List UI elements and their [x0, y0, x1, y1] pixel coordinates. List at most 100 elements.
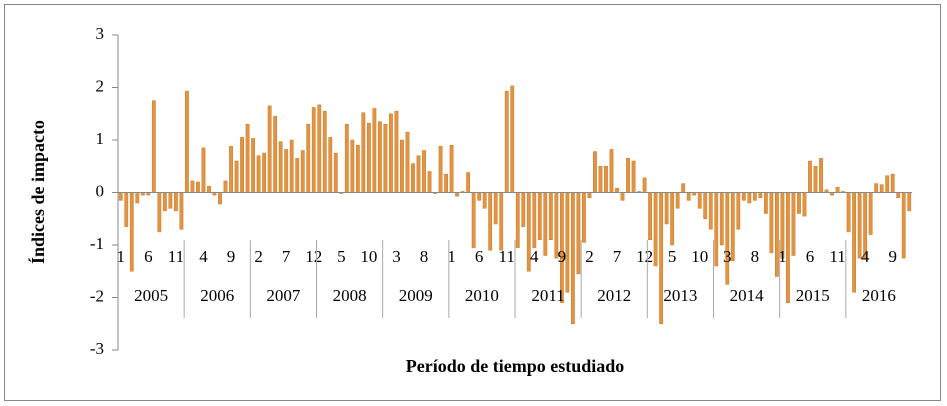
bar	[615, 188, 619, 193]
bar	[223, 180, 228, 193]
bar	[207, 185, 211, 193]
bar	[907, 192, 912, 212]
x-tick-label: 4	[861, 247, 870, 266]
bar	[449, 145, 454, 193]
bar	[885, 175, 890, 193]
y-tick-label: -3	[90, 339, 104, 358]
bar	[593, 151, 597, 193]
bar	[868, 192, 873, 235]
x-tick-label: 2	[254, 247, 263, 266]
bar	[185, 90, 189, 193]
bar	[383, 124, 388, 193]
year-label: 2015	[796, 286, 830, 305]
bar	[493, 192, 498, 225]
bar	[797, 192, 801, 214]
bar	[284, 149, 289, 193]
bar	[725, 192, 730, 285]
bar	[157, 192, 162, 233]
bar	[179, 192, 184, 230]
year-label: 2008	[333, 286, 367, 305]
bar	[802, 192, 807, 217]
y-tick-label: 2	[96, 76, 105, 95]
bar	[129, 192, 134, 272]
bar	[173, 192, 178, 212]
year-label: 2006	[200, 286, 234, 305]
bar	[477, 192, 482, 201]
bar	[532, 192, 537, 248]
bar	[240, 137, 244, 193]
year-label: 2010	[465, 286, 499, 305]
year-label: 2007	[266, 286, 301, 305]
bar	[295, 158, 300, 193]
bar	[311, 107, 316, 193]
x-tick-label: 1	[778, 247, 787, 266]
bar	[361, 112, 366, 193]
year-label: 2009	[399, 286, 433, 305]
bar	[703, 192, 708, 219]
bar	[846, 192, 851, 233]
bar	[444, 173, 448, 193]
bar	[411, 163, 415, 193]
bar	[317, 104, 322, 193]
bar	[245, 124, 250, 193]
bar	[151, 100, 156, 193]
year-label: 2005	[134, 286, 168, 305]
bar	[791, 192, 796, 256]
bar	[747, 192, 752, 204]
bar	[168, 192, 173, 209]
bar	[162, 192, 167, 212]
bar	[190, 180, 195, 193]
bar	[664, 192, 669, 225]
x-tick-label: 7	[282, 247, 291, 266]
bar	[405, 131, 410, 193]
bar	[229, 146, 233, 193]
y-tick-label: 3	[96, 24, 105, 43]
bar	[659, 192, 664, 324]
bar	[604, 166, 608, 193]
bar	[344, 124, 349, 193]
x-tick-label: 3	[392, 247, 401, 266]
x-tick-label: 11	[168, 247, 184, 266]
bar	[587, 192, 592, 198]
x-tick-label: 5	[668, 247, 677, 266]
x-tick-label: 8	[751, 247, 760, 266]
bar	[686, 192, 691, 201]
bar	[835, 187, 840, 193]
bar	[471, 192, 476, 248]
x-tick-label: 8	[420, 247, 429, 266]
x-tick-label: 9	[227, 247, 236, 266]
x-tick-label: 9	[558, 247, 567, 266]
bar	[438, 146, 443, 193]
bar	[196, 181, 200, 193]
bar	[366, 122, 371, 193]
bar	[681, 183, 686, 193]
x-tick-label: 10	[360, 247, 377, 266]
bar	[416, 155, 421, 193]
bar	[890, 173, 895, 193]
bar	[521, 192, 526, 227]
bar	[350, 139, 355, 193]
bar	[819, 158, 823, 193]
year-label: 2016	[862, 286, 896, 305]
bar	[267, 105, 272, 193]
x-tick-label: 11	[829, 247, 845, 266]
bar	[874, 183, 879, 193]
bar	[708, 192, 713, 230]
bar	[786, 192, 790, 303]
year-label: 2012	[597, 286, 631, 305]
bar	[510, 85, 515, 193]
bar	[234, 160, 239, 193]
bar	[648, 192, 652, 240]
x-tick-label: 4	[530, 247, 539, 266]
bar	[620, 192, 625, 201]
bar	[499, 192, 504, 251]
bar	[372, 108, 377, 193]
bar	[543, 192, 548, 256]
bar	[427, 171, 432, 193]
bar	[901, 192, 906, 259]
bar	[642, 177, 647, 193]
x-axis-title: Período de tiempo estudiado	[406, 356, 625, 376]
bar	[488, 192, 493, 251]
bar	[896, 192, 901, 198]
